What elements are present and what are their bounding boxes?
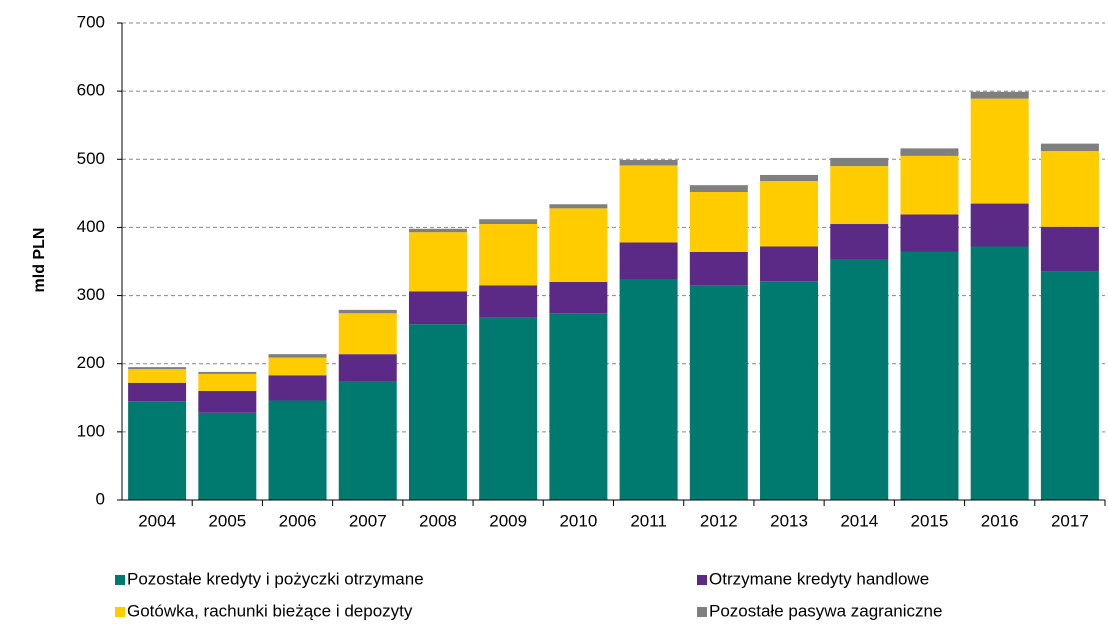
x-tick-label: 2009 [489,511,527,530]
bar-segment [830,157,889,167]
bar-segment [619,242,678,280]
bar-segment [408,228,467,233]
bar-segment [128,369,187,383]
bar-segment [198,412,257,500]
bar-segment [760,246,819,282]
bar-segment [268,354,327,358]
bar-segment [128,401,187,500]
x-tick-label: 2012 [700,511,738,530]
y-tick-label: 500 [77,149,105,168]
bar-segment [479,219,538,225]
bar-segment [549,281,608,314]
bar-segment [479,317,538,500]
x-tick-label: 2011 [630,511,667,530]
bar-segment [900,148,959,156]
bar-segment [198,373,257,391]
bar-segment [268,357,327,376]
bar-segment [689,285,748,500]
bar-segment [830,166,889,225]
bar-segment [198,390,257,413]
bar-segment [900,214,959,252]
y-tick-label: 200 [77,353,105,372]
bar-segment [689,185,748,192]
y-tick-label: 100 [77,421,105,440]
x-tick-label: 2013 [770,511,808,530]
legend-label: Pozostałe kredyty i pożyczki otrzymane [127,569,424,588]
x-tick-label: 2005 [208,511,246,530]
bar-segment [619,159,678,166]
bar-segment [338,354,397,382]
x-tick-label: 2004 [138,511,176,530]
bar-segment [760,174,819,182]
bar-segment [830,259,889,500]
bar-segment [1040,143,1099,152]
x-tick-label: 2015 [911,511,949,530]
bar-segment [900,155,959,215]
legend-label: Otrzymane kredyty handlowe [709,569,929,588]
x-tick-label: 2014 [840,511,878,530]
bar-segment [479,285,538,318]
x-tick-label: 2007 [349,511,387,530]
legend-label: Gotówka, rachunki bieżące i depozyty [127,601,413,620]
bar-segment [128,382,187,402]
bar-segment [338,313,397,355]
bar-segment [1040,271,1099,500]
bar-segment [1040,226,1099,272]
bar-segment [549,313,608,500]
bar-segment [760,181,819,247]
y-tick-label: 600 [77,81,105,100]
x-tick-label: 2010 [559,511,597,530]
bar-segment [970,203,1029,247]
bar-segment [128,367,187,370]
bar-segment [619,279,678,500]
bar-segment [689,191,748,252]
bar-segment [268,375,327,401]
bar-segment [970,98,1029,204]
bar-segment [1040,151,1099,227]
bar-segment [549,204,608,209]
bar-segment [760,281,819,500]
y-tick-label: 400 [77,217,105,236]
y-tick-label: 700 [77,12,105,31]
y-tick-label: 0 [96,489,105,508]
bar-segment [408,324,467,500]
bar-segment [338,381,397,500]
bar-segment [619,165,678,243]
bar-segment [408,232,467,292]
legend-swatch [115,607,125,617]
bar-segment [970,91,1029,99]
bar-segment [970,246,1029,500]
bar-segment [338,309,397,314]
legend-swatch [115,575,125,585]
legend-swatch [697,575,707,585]
x-tick-label: 2017 [1051,511,1089,530]
bar-segment [479,224,538,286]
x-tick-label: 2016 [981,511,1019,530]
bar-segment [198,371,257,374]
bar-segment [268,400,327,500]
bar-segment [689,251,748,286]
bar-segment [830,224,889,260]
legend-label: Pozostałe pasywa zagraniczne [709,601,942,620]
y-axis-label: mld PLN [31,228,48,293]
bar-segment [549,208,608,282]
bar-segment [408,291,467,325]
y-tick-label: 300 [77,285,105,304]
legend-swatch [697,607,707,617]
bar-segment [900,251,959,500]
x-tick-label: 2006 [279,511,317,530]
x-tick-label: 2008 [419,511,457,530]
